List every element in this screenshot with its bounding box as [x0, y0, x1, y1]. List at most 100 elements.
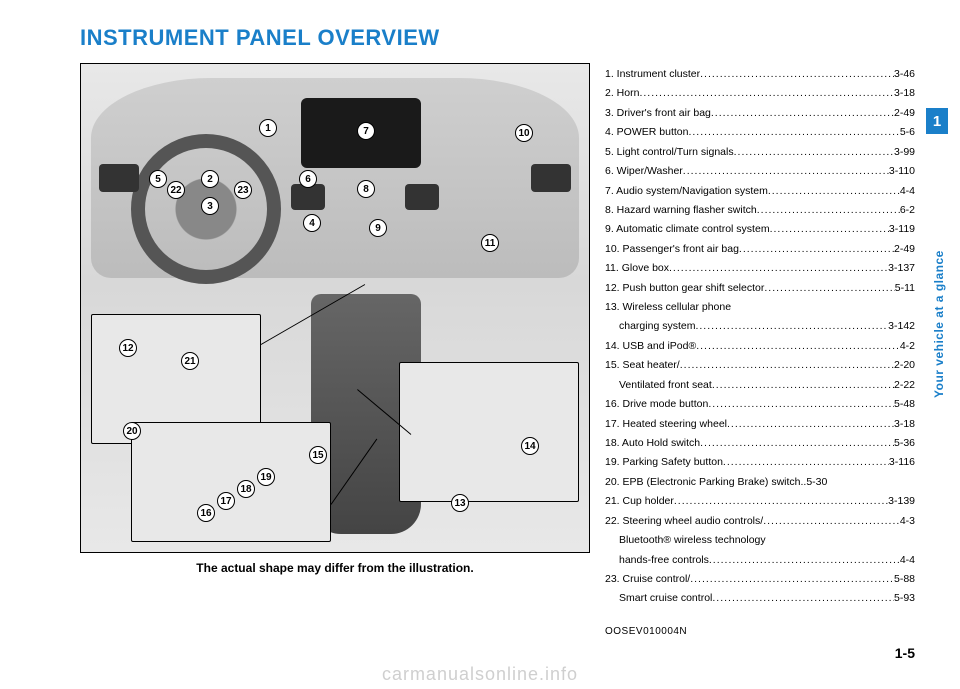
watermark: carmanualsonline.info: [0, 664, 960, 685]
index-label: 2. Horn: [605, 84, 639, 103]
callout-11: 11: [481, 234, 499, 252]
page-ref: 5-48: [894, 395, 915, 414]
index-row: 20. EPB (Electronic Parking Brake) switc…: [605, 473, 915, 492]
leader-dots: [757, 201, 900, 220]
callout-6: 6: [299, 170, 317, 188]
chapter-tab: 1: [926, 108, 948, 134]
index-label: 1. Instrument cluster: [605, 65, 700, 84]
index-row: 8. Hazard warning flasher switch 6-2: [605, 201, 915, 220]
index-row: 18. Auto Hold switch 5-36: [605, 434, 915, 453]
leader-dots: [770, 220, 889, 239]
page-ref: 2-49: [894, 104, 915, 123]
callout-23: 23: [234, 181, 252, 199]
leader-dots: [700, 65, 894, 84]
page-ref: 4-3: [900, 512, 915, 531]
index-row: 17. Heated steering wheel 3-18: [605, 415, 915, 434]
callout-15: 15: [309, 446, 327, 464]
callout-2: 2: [201, 170, 219, 188]
leader-dots: [763, 512, 900, 531]
index-label: 18. Auto Hold switch: [605, 434, 700, 453]
leader-dots: [695, 317, 888, 336]
index-label: Bluetooth® wireless technology: [619, 531, 766, 550]
index-label: 13. Wireless cellular phone: [605, 298, 731, 317]
index-label: 10. Passenger's front air bag: [605, 240, 739, 259]
leader-dots: [764, 279, 894, 298]
index-row: Bluetooth® wireless technology: [605, 531, 915, 550]
index-row: 1. Instrument cluster 3-46: [605, 65, 915, 84]
index-row: 15. Seat heater/ 2-20: [605, 356, 915, 375]
callout-12: 12: [119, 339, 137, 357]
index-label: 17. Heated steering wheel: [605, 415, 727, 434]
callout-20: 20: [123, 422, 141, 440]
callout-7: 7: [357, 122, 375, 140]
page-title: INSTRUMENT PANEL OVERVIEW: [80, 25, 915, 51]
index-label: 19. Parking Safety button: [605, 453, 723, 472]
leader-dots: [690, 570, 894, 589]
index-row: 16. Drive mode button 5-48: [605, 395, 915, 414]
index-row: hands-free controls 4-4: [605, 551, 915, 570]
page-ref: 3-99: [894, 143, 915, 162]
page-ref: 2-49: [894, 240, 915, 259]
page-ref: 3-110: [889, 162, 915, 181]
page-ref: 3-18: [894, 415, 915, 434]
content-area: 1234567891011121314151617181920212223 Th…: [80, 63, 915, 641]
callout-8: 8: [357, 180, 375, 198]
figure-caption: The actual shape may differ from the ill…: [80, 561, 590, 575]
page-ref: 3-18: [894, 84, 915, 103]
page-ref: 4-4: [900, 551, 915, 570]
callout-10: 10: [515, 124, 533, 142]
index-list: 1. Instrument cluster3-462. Horn 3-183. …: [605, 63, 915, 641]
index-row: 4. POWER button 5-6: [605, 123, 915, 142]
index-label: Ventilated front seat: [619, 376, 712, 395]
leader-dots: [683, 162, 889, 181]
dashboard-figure: 1234567891011121314151617181920212223: [80, 63, 590, 553]
index-row: 23. Cruise control/ 5-88: [605, 570, 915, 589]
side-label: Your vehicle at a glance: [928, 148, 950, 398]
index-row: 7. Audio system/Navigation system 4-4: [605, 182, 915, 201]
callout-5: 5: [149, 170, 167, 188]
leader-dots: [688, 123, 899, 142]
page-ref: 3-142: [888, 317, 915, 336]
index-label: 12. Push button gear shift selector: [605, 279, 764, 298]
page-ref: 4-4: [900, 182, 915, 201]
leader-dots: [712, 376, 894, 395]
leader-dots: [708, 395, 894, 414]
page-ref: 3-116: [889, 453, 915, 472]
page-ref: 5-88: [894, 570, 915, 589]
index-row: 19. Parking Safety button 3-116: [605, 453, 915, 472]
callout-9: 9: [369, 219, 387, 237]
callout-4: 4: [303, 214, 321, 232]
leader-dots: [709, 551, 900, 570]
index-label: 23. Cruise control/: [605, 570, 690, 589]
index-row: Smart cruise control 5-93: [605, 589, 915, 608]
leader-dots: [680, 356, 894, 375]
leader-dots: [696, 337, 900, 356]
callout-18: 18: [237, 480, 255, 498]
page-ref: 5-36: [894, 434, 915, 453]
callout-1: 1: [259, 119, 277, 137]
callout-13: 13: [451, 494, 469, 512]
index-row: 11. Glove box 3-137: [605, 259, 915, 278]
index-label: 21. Cup holder: [605, 492, 674, 511]
index-row: charging system 3-142: [605, 317, 915, 336]
index-row: 9. Automatic climate control system 3-11…: [605, 220, 915, 239]
callout-14: 14: [521, 437, 539, 455]
callout-21: 21: [181, 352, 199, 370]
leader-dots: [712, 589, 894, 608]
page-ref: 2-22: [894, 376, 915, 395]
dashboard-illustration: [81, 64, 589, 552]
index-label: 22. Steering wheel audio controls/: [605, 512, 763, 531]
page-ref: 2-20: [894, 356, 915, 375]
leader-dots: [700, 434, 894, 453]
index-row: 10. Passenger's front air bag 2-49: [605, 240, 915, 259]
page-ref: 5-30: [806, 473, 827, 492]
index-label: 4. POWER button: [605, 123, 688, 142]
callout-17: 17: [217, 492, 235, 510]
page-ref: 3-119: [889, 220, 915, 239]
page-ref: 3-46: [894, 65, 915, 84]
index-label: hands-free controls: [619, 551, 709, 570]
index-row: 13. Wireless cellular phone: [605, 298, 915, 317]
callout-16: 16: [197, 504, 215, 522]
leader-dots: [739, 240, 894, 259]
page-number: 1-5: [895, 645, 915, 661]
